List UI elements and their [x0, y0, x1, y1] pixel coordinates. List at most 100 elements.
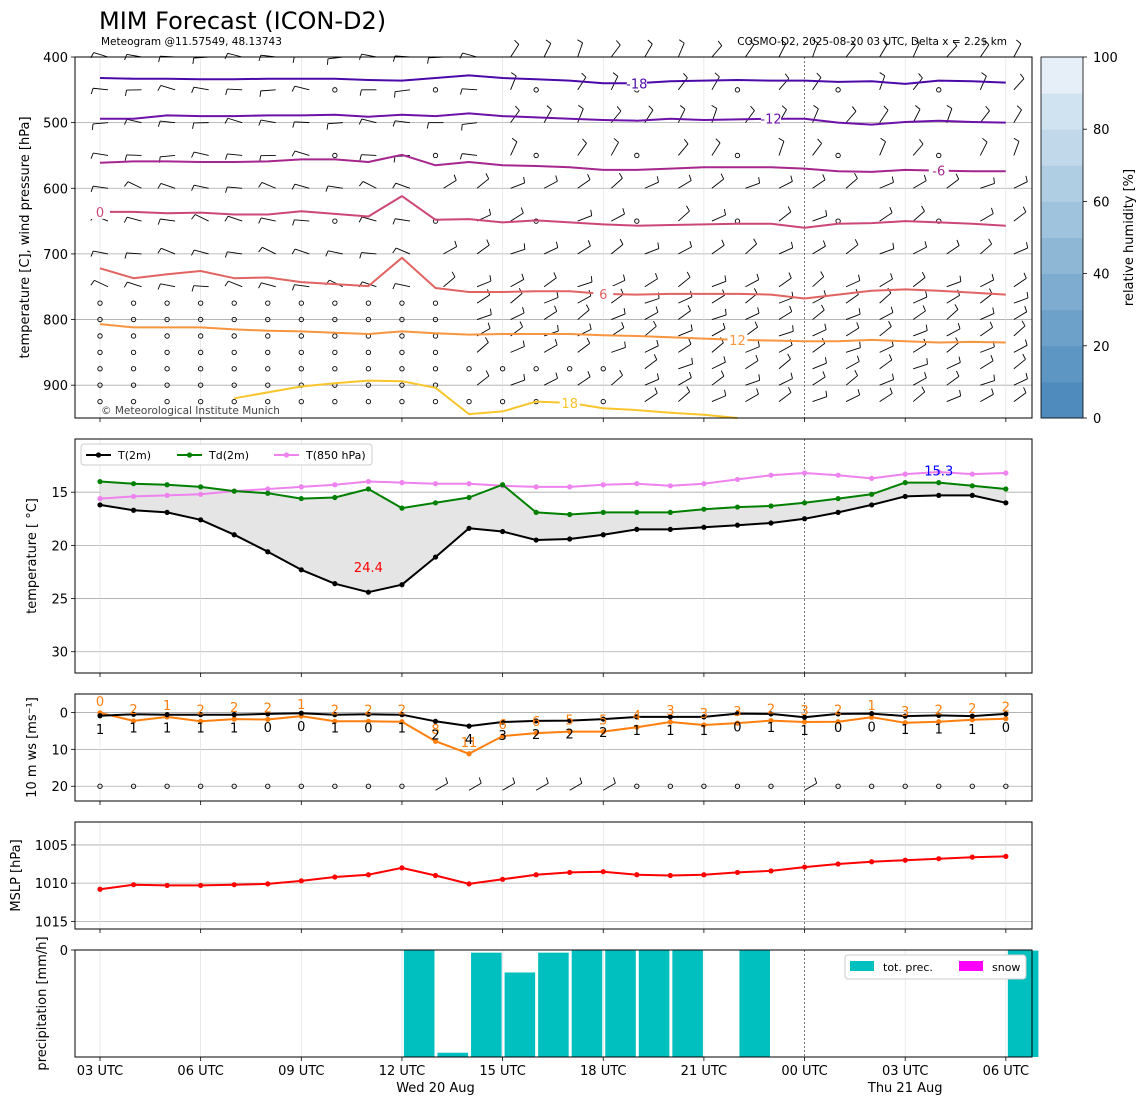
legend-swatch-point: [95, 452, 102, 458]
wind-speed-point: [130, 718, 137, 724]
wind-barb: [361, 154, 377, 156]
wind-speed-point: [801, 719, 808, 725]
wind-barb-feather: [487, 322, 491, 329]
isotherm-label: 6: [599, 288, 607, 303]
wind-barb-feather: [688, 338, 692, 345]
wind-barb: [979, 44, 990, 58]
wind-barb: [979, 141, 988, 156]
wind-barb-feather: [720, 370, 725, 377]
wind-barb: [644, 248, 659, 255]
wind-barb-feather: [359, 154, 362, 161]
wind-barb: [361, 252, 377, 255]
wind-barb-feather: [687, 305, 691, 311]
wind-gust-label: 2: [532, 728, 540, 743]
calm-wind-symbol: [936, 783, 942, 789]
wind-barb: [946, 178, 960, 189]
wind-barb: [260, 89, 276, 92]
wind-barb: [160, 218, 176, 222]
mslp-point: [466, 881, 472, 887]
wind-barb: [443, 246, 457, 255]
calm-wind-symbol: [332, 366, 338, 372]
wind-gust-point: [533, 718, 539, 724]
calm-wind-symbol: [365, 366, 372, 372]
wind-barb-feather: [756, 273, 760, 280]
wind-barb: [227, 215, 243, 222]
wind-barb-feather: [485, 337, 489, 343]
y-tick-label: 0: [60, 706, 68, 721]
isotherm-label: -6: [932, 165, 945, 180]
calm-wind-symbol: [332, 87, 338, 93]
wind-barb: [845, 347, 861, 353]
calm-wind-symbol: [399, 783, 405, 789]
calm-wind-symbol: [432, 152, 439, 159]
series-point: [1003, 500, 1009, 506]
calm-wind-symbol: [365, 382, 372, 388]
calm-wind-symbol: [533, 366, 539, 372]
series-point: [801, 500, 808, 506]
wind-gust-point: [936, 712, 942, 719]
wind-barb: [462, 153, 478, 156]
wind-barb-feather: [982, 137, 988, 143]
series-point: [835, 495, 841, 502]
colorbar-band: [1041, 345, 1083, 383]
wind-barb-feather: [191, 285, 195, 292]
wind-barb-feather: [292, 219, 295, 226]
mslp-point: [399, 865, 405, 871]
mslp-point: [298, 878, 304, 884]
calm-wind-symbol: [265, 300, 271, 306]
calm-wind-symbol: [164, 382, 170, 388]
wind-barb: [476, 375, 490, 386]
wind-barb-feather: [490, 308, 492, 315]
wind-barb: [946, 328, 961, 337]
wind-barb: [395, 247, 411, 255]
wind-barb: [510, 379, 525, 386]
y-tick-label: 25: [51, 593, 68, 608]
wind-barb: [845, 361, 860, 370]
wind-gust-label: 1: [331, 722, 339, 737]
colorbar-band: [1041, 201, 1083, 238]
wind-speed-point: [500, 733, 506, 739]
wind-barb-feather: [622, 208, 625, 215]
wind-barb-feather: [989, 321, 994, 328]
series-point: [902, 493, 908, 500]
x-tick-label: 06 UTC: [983, 1064, 1029, 1079]
calm-wind-symbol: [97, 300, 103, 306]
wind-speed-label: 2: [834, 704, 842, 719]
wind-barb-feather: [888, 320, 892, 327]
wind-barb: [577, 143, 587, 156]
calm-wind-symbol: [466, 366, 472, 372]
wind-barb: [912, 344, 927, 353]
calm-wind-symbol: [835, 783, 841, 789]
wind-barb: [611, 213, 625, 222]
calm-wind-symbol: [365, 300, 372, 306]
mslp-point: [902, 857, 908, 863]
wind-gust-point: [432, 718, 439, 724]
mslp-point: [567, 869, 573, 876]
wind-barb: [1013, 211, 1027, 222]
colorbar-tick-label: 40: [1093, 268, 1110, 283]
wind-barb: [476, 280, 492, 288]
wind-barb-feather: [445, 777, 449, 784]
location-subtitle: Meteogram @11.57549, 48.13743: [101, 36, 282, 48]
wind-barb-feather: [653, 320, 657, 327]
wind-barb: [126, 154, 142, 156]
wind-barb-feather: [258, 217, 262, 224]
isotherm-line: [99, 256, 1006, 300]
temperature-panel: 15 20 25 30 24.4 15.3 T(2m) Td(2m) T(850 hPa) tem…: [25, 438, 1033, 677]
series-point: [869, 475, 875, 481]
wind-barb: [395, 89, 411, 93]
wind-barb: [980, 182, 995, 189]
wind-barb: [193, 86, 209, 91]
wind-barb-feather: [725, 308, 727, 315]
wind-barb: [678, 310, 691, 320]
wind-barb-feather: [813, 105, 819, 110]
wind-barb: [1013, 344, 1028, 353]
series-line: [99, 494, 1007, 594]
wind-barb: [845, 280, 860, 288]
calm-wind-symbol: [365, 349, 372, 356]
series-point: [768, 520, 774, 526]
run-info-subtitle: COSMO-D2, 2025-08-20 03 UTC, Delta x = 2…: [737, 36, 1007, 48]
wind-barb-feather: [1024, 339, 1028, 346]
wind-barb: [227, 52, 243, 58]
wind-barb: [946, 245, 960, 255]
